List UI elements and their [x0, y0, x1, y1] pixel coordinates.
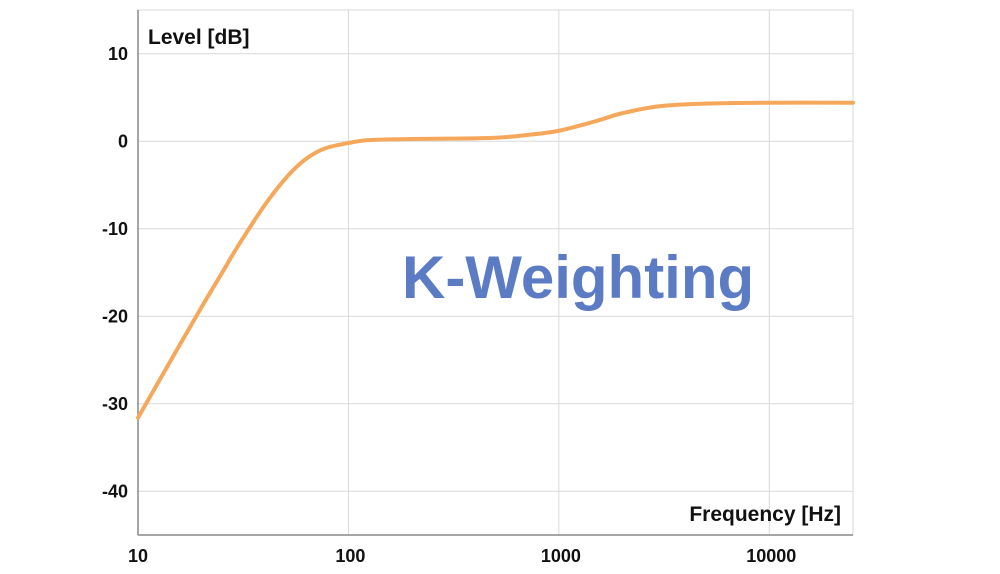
y-tick-label: 0: [118, 131, 128, 151]
x-tick-label: 100: [335, 546, 365, 566]
chart-title: K-Weighting: [402, 244, 754, 311]
y-tick-label: -10: [102, 219, 128, 239]
series: [136, 100, 855, 420]
y-tick-label: -40: [102, 481, 128, 501]
k-weighting-curve: [136, 100, 855, 420]
x-tick-label: 10: [128, 546, 148, 566]
y-axis-title: Level [dB]: [148, 26, 250, 49]
x-tick-label: 10000: [746, 546, 796, 566]
y-tick-label: -30: [102, 394, 128, 414]
y-tick-label: 10: [108, 44, 128, 64]
x-tick-label: 1000: [541, 546, 581, 566]
axes: [137, 10, 853, 536]
x-axis-title: Frequency [Hz]: [689, 503, 841, 526]
y-tick-label: -20: [102, 306, 128, 326]
